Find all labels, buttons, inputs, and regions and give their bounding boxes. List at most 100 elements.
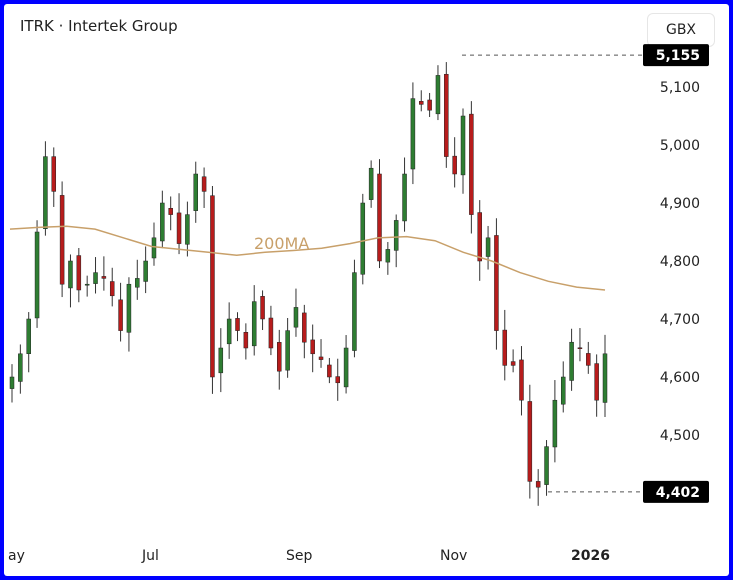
y-tick: 5,100 <box>660 80 700 96</box>
candle <box>293 288 299 337</box>
candle <box>444 62 449 168</box>
x-tick: Sep <box>286 548 313 564</box>
candle <box>176 193 182 255</box>
candle-body <box>201 176 207 192</box>
candle-body <box>602 353 608 403</box>
candle-body <box>101 276 107 279</box>
candle <box>577 328 583 362</box>
candle-body <box>452 155 457 175</box>
candle-body <box>460 115 466 176</box>
candle <box>84 275 90 297</box>
candle <box>302 304 307 359</box>
candle <box>477 200 482 281</box>
candle <box>527 384 533 499</box>
y-tick: 4,700 <box>660 312 700 328</box>
candle <box>485 225 491 270</box>
candle-body <box>485 237 491 257</box>
candle-body <box>469 113 474 215</box>
y-tick: 4,900 <box>660 196 700 212</box>
ma-label: 200MA <box>254 234 309 253</box>
candle-body <box>210 195 215 378</box>
x-tick: ay <box>8 548 25 564</box>
x-tick: Jul <box>141 548 159 564</box>
candle <box>143 246 148 294</box>
candle-body <box>118 299 123 331</box>
candle-body <box>510 361 516 366</box>
candle-body <box>285 330 290 371</box>
candle-body <box>494 235 499 331</box>
candle <box>135 259 140 300</box>
candle <box>569 328 574 391</box>
candle-body <box>427 99 432 111</box>
candle-body <box>577 347 583 349</box>
y-tick: 4,500 <box>660 428 700 444</box>
candle <box>594 354 599 417</box>
candle <box>393 214 399 268</box>
candle-body <box>126 283 132 333</box>
candle <box>410 82 416 185</box>
candle-body <box>377 173 382 262</box>
candle-body <box>410 98 416 170</box>
candle-body <box>143 260 148 282</box>
candle-body <box>519 359 524 401</box>
candle-body <box>586 353 591 366</box>
candle <box>535 469 541 506</box>
candle <box>310 324 315 373</box>
candle-body <box>226 318 232 345</box>
candle-body <box>268 317 274 349</box>
svg-text:5,155: 5,155 <box>656 48 700 64</box>
chart-title: ITRK · Intertek Group <box>20 17 178 35</box>
x-tick: Nov <box>440 548 467 564</box>
candle-body <box>419 101 424 105</box>
candle <box>586 341 591 374</box>
candle <box>544 440 549 496</box>
candle <box>427 92 432 117</box>
candle <box>235 312 240 342</box>
candle-body <box>552 399 558 448</box>
candle <box>251 285 257 356</box>
candle-body <box>560 376 566 405</box>
candle-body <box>569 341 574 381</box>
candle <box>160 190 165 249</box>
candle <box>268 305 274 356</box>
candle-body <box>335 376 340 384</box>
candle <box>26 312 31 373</box>
candle <box>343 335 349 394</box>
candle <box>327 357 332 384</box>
candle-body <box>277 342 282 372</box>
candle <box>352 259 357 358</box>
x-tick: 2026 <box>571 548 610 564</box>
candle <box>519 346 524 416</box>
candle-body <box>310 339 315 355</box>
candle <box>34 220 40 328</box>
candle-body <box>251 301 257 347</box>
candle-body <box>193 173 198 211</box>
candle <box>277 329 282 390</box>
candle <box>452 137 457 188</box>
candle-body <box>109 281 115 297</box>
candle-body <box>59 195 65 285</box>
candle <box>93 257 98 294</box>
candle-body <box>594 363 599 401</box>
candle <box>419 90 424 112</box>
candle <box>193 161 198 223</box>
chart-panel <box>4 4 729 576</box>
candle-body <box>235 318 240 331</box>
candle-body <box>293 307 299 328</box>
candles <box>9 62 608 506</box>
candle-body <box>18 353 23 382</box>
candle <box>368 160 374 208</box>
candle-body <box>302 312 307 343</box>
candle <box>151 222 157 266</box>
candle <box>201 167 207 208</box>
candle <box>109 267 115 307</box>
candle <box>318 339 324 368</box>
candle <box>502 309 508 381</box>
candle-body <box>544 446 549 485</box>
candle <box>402 157 407 232</box>
candle-body <box>135 278 140 288</box>
candle-body <box>43 156 48 229</box>
candle <box>469 101 474 234</box>
candle <box>9 364 15 403</box>
candle <box>51 147 57 207</box>
